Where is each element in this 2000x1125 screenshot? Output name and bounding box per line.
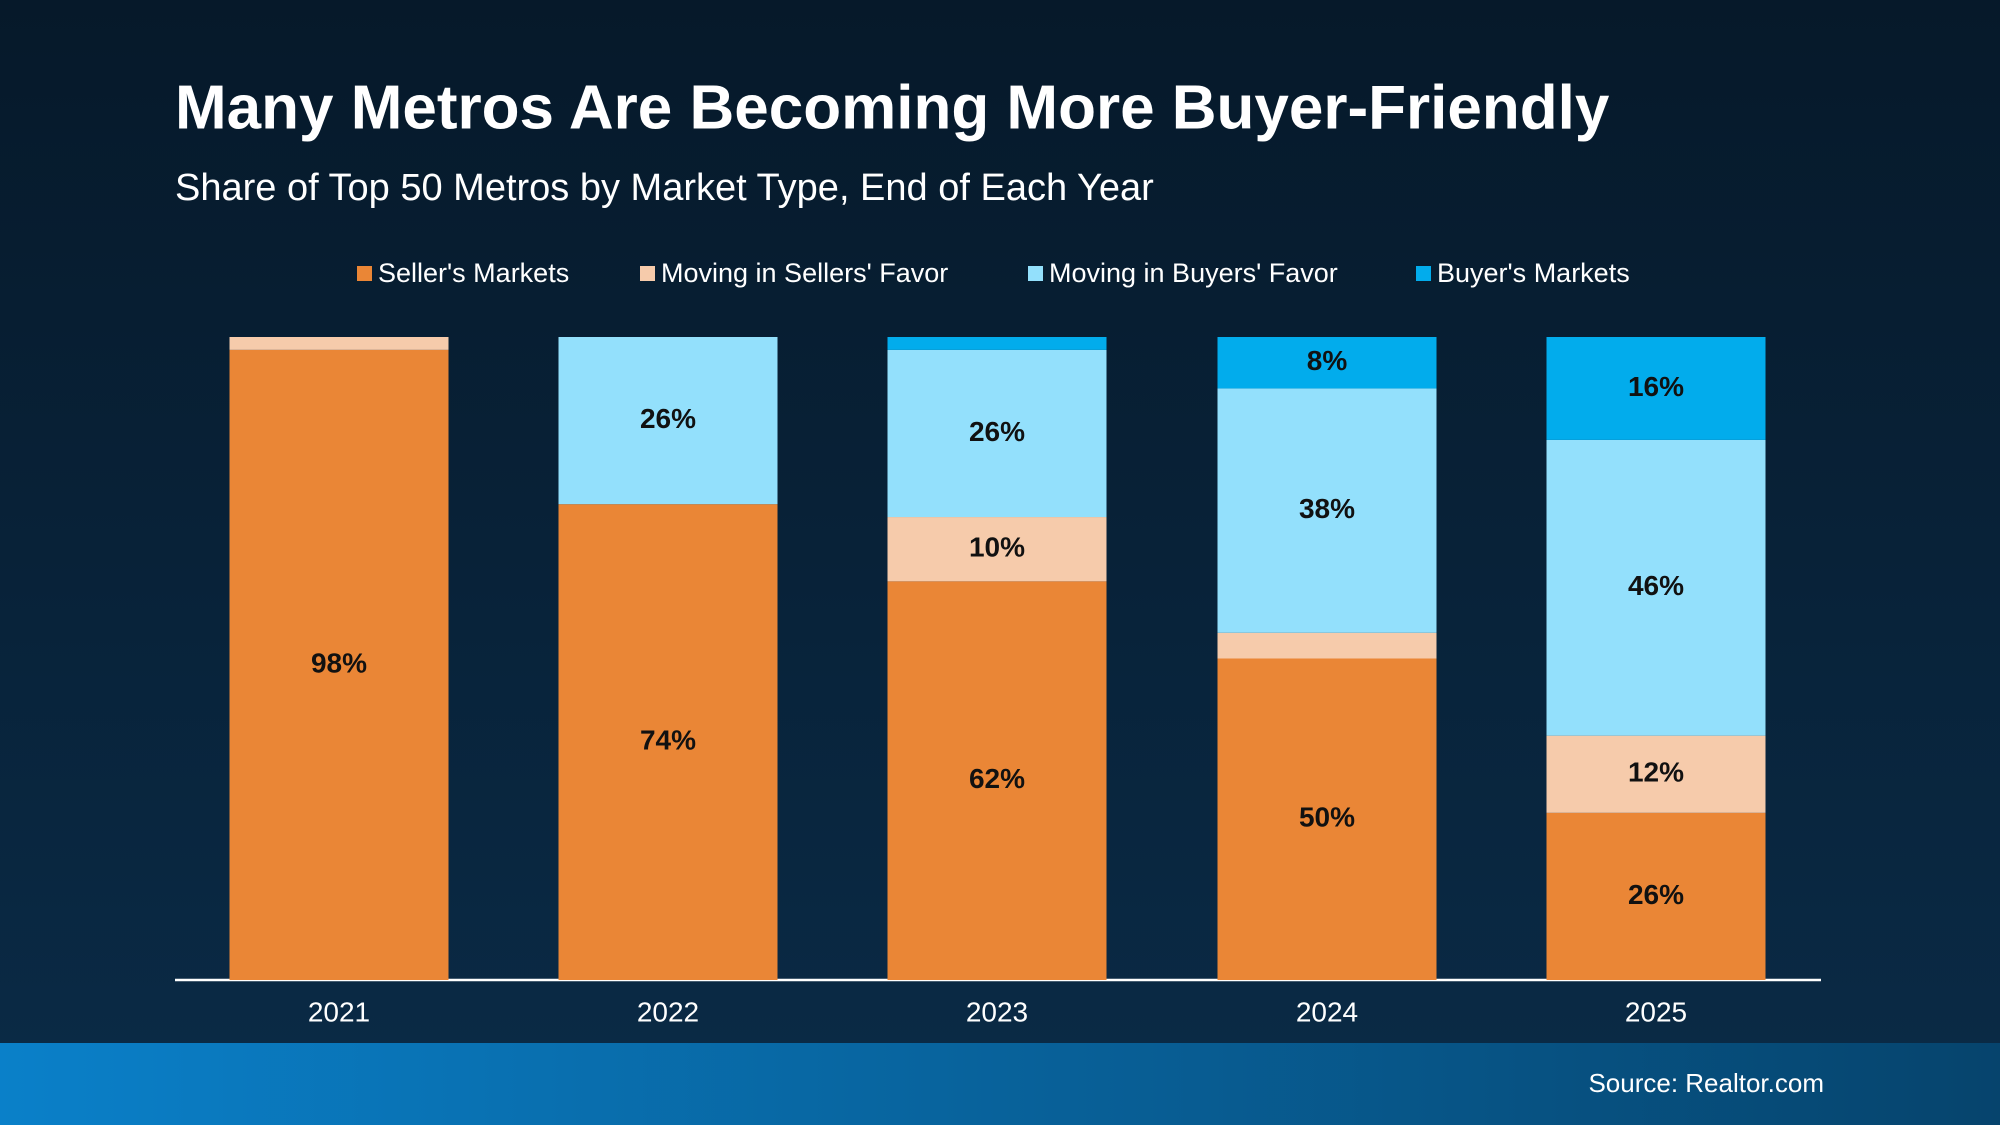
bar-segment	[1217, 632, 1437, 659]
data-label: 98%	[311, 647, 367, 678]
x-tick-label: 2023	[966, 996, 1028, 1027]
bar-segment	[1546, 337, 1766, 440]
bar-segment	[1217, 337, 1437, 389]
legend-label: Seller's Markets	[378, 258, 569, 288]
data-label: 50%	[1299, 802, 1355, 833]
bar-segment	[1546, 439, 1766, 736]
bar-segment	[1546, 735, 1766, 813]
x-tick-label: 2021	[308, 996, 370, 1027]
data-label: 16%	[1628, 371, 1684, 402]
bar-segment	[887, 581, 1107, 980]
legend-swatch	[640, 266, 655, 281]
bar-segment	[229, 349, 449, 980]
bar-segment	[1217, 388, 1437, 633]
bar-segment	[1217, 658, 1437, 980]
x-tick-label: 2025	[1625, 996, 1687, 1027]
bar-segment	[887, 349, 1107, 518]
chart-title: Many Metros Are Becoming More Buyer-Frie…	[175, 73, 1610, 142]
legend-swatch	[1028, 266, 1043, 281]
x-tick-label: 2024	[1296, 996, 1358, 1027]
x-tick-label: 2022	[637, 996, 699, 1027]
source: Source: Realtor.com	[1588, 1068, 1824, 1098]
bar-segment	[558, 504, 778, 980]
data-label: 62%	[969, 763, 1025, 794]
legend-label: Moving in Buyers' Favor	[1049, 258, 1338, 288]
data-label: 26%	[969, 416, 1025, 447]
chart-subtitle: Share of Top 50 Metros by Market Type, E…	[175, 167, 1154, 209]
legend-label: Buyer's Markets	[1437, 258, 1630, 288]
data-label: 74%	[640, 724, 696, 755]
data-label: 46%	[1628, 570, 1684, 601]
legend-swatch	[357, 266, 372, 281]
data-label: 26%	[1628, 879, 1684, 910]
bar-segment	[1546, 812, 1766, 980]
bar-segment	[887, 337, 1107, 350]
data-label: 10%	[969, 532, 1025, 563]
legend-swatch	[1416, 266, 1431, 281]
data-label: 26%	[640, 403, 696, 434]
bar-segment	[558, 337, 778, 505]
data-label: 38%	[1299, 493, 1355, 524]
bar-segment	[229, 337, 449, 350]
bar-segment	[887, 517, 1107, 582]
footer-band	[0, 1043, 2000, 1125]
data-label: 12%	[1628, 757, 1684, 788]
data-label: 8%	[1307, 345, 1348, 376]
legend-label: Moving in Sellers' Favor	[661, 258, 948, 288]
